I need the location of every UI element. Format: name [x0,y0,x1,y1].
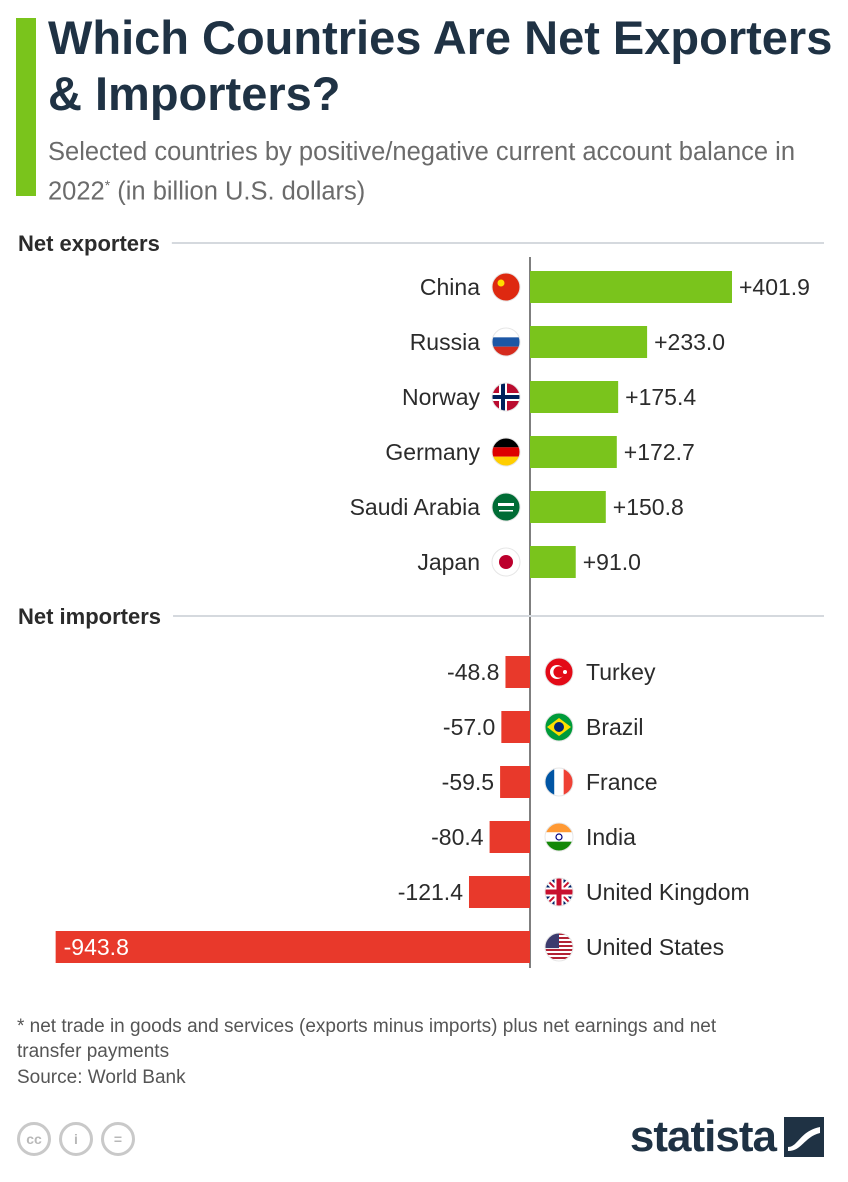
bar-norway [530,381,619,413]
bar-france [500,766,530,798]
license-icons: cc i = [17,1122,135,1156]
cc-icon: cc [17,1122,51,1156]
group-label-net-importers: Net importers [18,604,161,629]
value-label-norway: +175.4 [625,384,696,410]
value-label-turkey: -48.8 [447,659,499,685]
bar-germany [530,436,617,468]
value-label-india: -80.4 [431,824,484,850]
title-accent-bar [16,18,36,196]
category-label-turkey: Turkey [586,659,656,685]
bar-japan [530,546,576,578]
statista-mark-icon [784,1117,824,1157]
bar-turkey [505,656,530,688]
bar-brazil [501,711,530,743]
saudi-arabia-flag-icon [491,492,521,522]
germany-flag-icon [491,437,521,467]
category-label-norway: Norway [402,384,480,410]
group-label-net-exporters: Net exporters [18,231,160,256]
value-label-united-kingdom: -121.4 [398,879,463,905]
bar-china [530,271,732,303]
chart-title: Which Countries Are Net Exporters & Impo… [48,11,833,120]
subtitle-text: Selected countries by positive/negative … [48,138,796,206]
category-label-india: India [586,824,636,850]
subtitle-footnote-mark: * [104,177,111,193]
bar-india [489,821,530,853]
india-flag-icon [544,822,574,852]
source-note: Source: World Bank [17,1067,186,1088]
category-label-china: China [420,274,480,300]
bar-united-states [55,931,530,963]
category-label-united-states: United States [586,934,724,960]
category-label-brazil: Brazil [586,714,644,740]
footnote: * net trade in goods and services (expor… [17,1016,717,1062]
statista-logo: statista [630,1112,824,1162]
value-label-brazil: -57.0 [443,714,495,740]
brazil-flag-icon [544,712,574,742]
value-label-united-states: -943.8 [64,934,129,960]
bar-saudi-arabia [530,491,606,523]
value-label-saudi-arabia: +150.8 [613,494,684,520]
category-label-germany: Germany [385,439,480,465]
value-label-russia: +233.0 [654,329,725,355]
united-kingdom-flag-icon [544,877,574,907]
france-flag-icon [544,767,574,797]
value-label-germany: +172.7 [624,439,695,465]
china-flag-icon [491,272,521,302]
chart-subtitle: Selected countries by positive/negative … [48,136,838,209]
person-icon: i [59,1122,93,1156]
category-label-russia: Russia [410,329,481,355]
japan-flag-icon [491,547,521,577]
united-states-flag-icon [544,932,574,962]
category-label-saudi-arabia: Saudi Arabia [350,494,481,520]
value-label-japan: +91.0 [583,549,641,575]
category-label-france: France [586,769,658,795]
bar-russia [530,326,648,358]
category-label-japan: Japan [417,549,480,575]
bar-united-kingdom [468,876,530,908]
value-label-france: -59.5 [442,769,494,795]
category-label-united-kingdom: United Kingdom [586,879,750,905]
value-label-china: +401.9 [739,274,810,300]
equals-icon: = [101,1122,135,1156]
norway-flag-icon [491,382,521,412]
subtitle-unit: (in billion U.S. dollars) [110,177,366,206]
turkey-flag-icon [544,657,574,687]
brand-name: statista [629,1112,777,1161]
russia-flag-icon [491,327,521,357]
